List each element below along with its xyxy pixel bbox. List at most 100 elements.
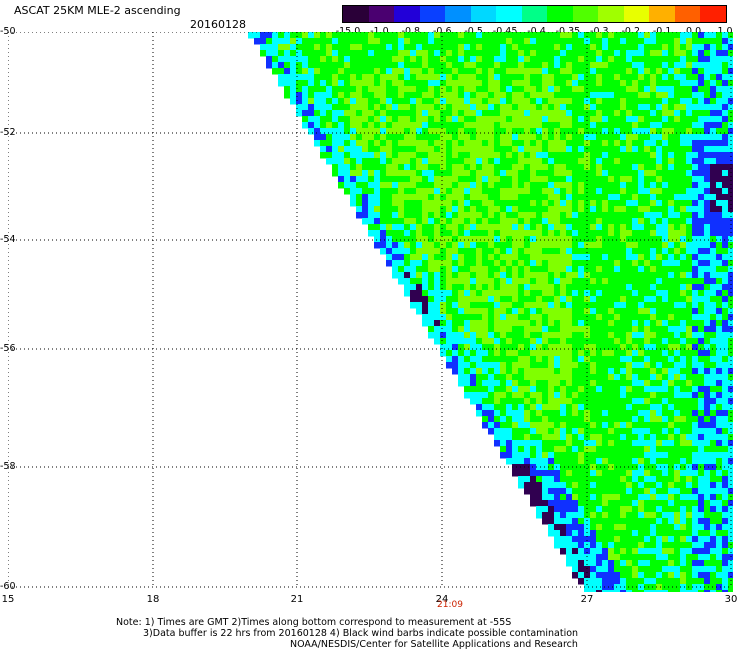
swath-pixel <box>554 278 561 285</box>
swath-pixel <box>410 146 417 153</box>
swath-pixel <box>620 494 627 501</box>
swath-pixel <box>710 368 717 375</box>
swath-pixel <box>320 38 327 45</box>
swath-pixel <box>386 230 393 237</box>
swath-pixel <box>704 140 711 147</box>
swath-pixel <box>578 254 585 261</box>
swath-pixel <box>566 272 573 279</box>
swath-pixel <box>542 242 549 249</box>
swath-pixel <box>704 236 711 243</box>
swath-pixel <box>704 176 711 183</box>
swath-pixel <box>650 254 657 261</box>
swath-pixel <box>542 254 549 261</box>
swath-pixel <box>650 464 657 471</box>
swath-pixel <box>620 512 627 519</box>
swath-pixel <box>722 182 729 189</box>
swath-pixel <box>662 296 669 303</box>
swath-pixel <box>596 482 603 489</box>
swath-pixel <box>554 506 561 513</box>
swath-pixel <box>596 392 603 399</box>
swath-pixel <box>434 224 441 231</box>
swath-pixel <box>440 62 447 69</box>
swath-pixel <box>422 242 429 249</box>
swath-pixel <box>368 218 375 225</box>
swath-pixel <box>482 296 489 303</box>
swath-pixel <box>716 236 723 243</box>
swath-pixel <box>446 152 453 159</box>
swath-pixel <box>596 296 603 303</box>
swath-pixel <box>692 386 699 393</box>
swath-pixel <box>518 188 525 195</box>
swath-pixel <box>578 152 585 159</box>
swath-pixel <box>656 86 663 93</box>
swath-pixel <box>698 386 705 393</box>
swath-pixel <box>710 296 717 303</box>
swath-pixel <box>686 302 693 309</box>
swath-pixel <box>458 116 465 123</box>
swath-pixel <box>374 188 381 195</box>
swath-pixel <box>680 164 687 171</box>
swath-pixel <box>692 164 699 171</box>
swath-pixel <box>656 110 663 117</box>
swath-pixel <box>530 74 537 81</box>
swath-pixel <box>398 56 405 63</box>
swath-pixel <box>476 74 483 81</box>
swath-pixel <box>614 92 621 99</box>
swath-pixel <box>542 278 549 285</box>
swath-pixel <box>320 98 327 105</box>
swath-pixel <box>686 284 693 291</box>
swath-pixel <box>584 158 591 165</box>
swath-pixel <box>692 368 699 375</box>
swath-pixel <box>488 338 495 345</box>
swath-pixel <box>398 224 405 231</box>
swath-pixel <box>680 440 687 447</box>
swath-pixel <box>632 428 639 435</box>
swath-pixel <box>434 146 441 153</box>
swath-pixel <box>290 62 297 69</box>
swath-pixel <box>320 134 327 141</box>
swath-pixel <box>530 386 537 393</box>
swath-pixel <box>458 200 465 207</box>
swath-pixel <box>656 464 663 471</box>
swath-pixel <box>494 140 501 147</box>
swath-pixel <box>536 416 543 423</box>
swath-pixel <box>602 422 609 429</box>
swath-pixel <box>506 236 513 243</box>
swath-pixel <box>602 458 609 465</box>
swath-pixel <box>632 272 639 279</box>
swath-pixel <box>584 44 591 51</box>
swath-pixel <box>728 218 735 225</box>
swath-pixel <box>488 392 495 399</box>
swath-pixel <box>632 110 639 117</box>
swath-pixel <box>560 422 567 429</box>
swath-pixel <box>704 302 711 309</box>
swath-pixel <box>410 56 417 63</box>
swath-pixel <box>386 212 393 219</box>
swath-pixel <box>686 380 693 387</box>
swath-pixel <box>404 194 411 201</box>
swath-pixel <box>566 494 573 501</box>
swath-pixel <box>650 92 657 99</box>
swath-pixel <box>632 542 639 549</box>
swath-pixel <box>602 86 609 93</box>
swath-pixel <box>638 386 645 393</box>
swath-pixel <box>530 338 537 345</box>
swath-pixel <box>650 194 657 201</box>
swath-pixel <box>584 152 591 159</box>
swath-pixel <box>638 446 645 453</box>
swath-pixel <box>590 80 597 87</box>
swath-pixel <box>464 98 471 105</box>
swath-pixel <box>566 188 573 195</box>
swath-pixel <box>398 92 405 99</box>
swath-pixel <box>650 56 657 63</box>
swath-pixel <box>440 44 447 51</box>
swath-pixel <box>662 416 669 423</box>
swath-pixel <box>266 32 273 39</box>
swath-pixel <box>530 44 537 51</box>
swath-pixel <box>614 164 621 171</box>
swath-pixel <box>710 530 717 537</box>
swath-pixel <box>458 380 465 387</box>
swath-pixel <box>488 188 495 195</box>
swath-pixel <box>518 74 525 81</box>
swath-pixel <box>554 248 561 255</box>
